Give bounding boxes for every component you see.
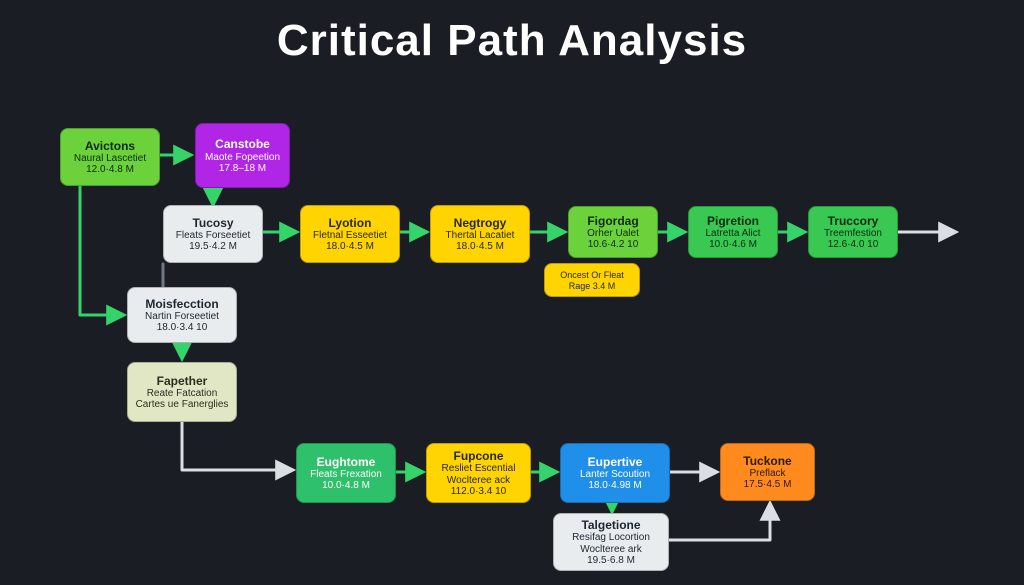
node-canstobe: CanstobeMaote Fopeetion17.8–18 M	[195, 123, 290, 188]
node-value: 17.5·4.5 M	[744, 479, 792, 490]
node-title: Avictons	[85, 140, 135, 153]
node-value: 112.0·3.4 10	[451, 486, 506, 497]
node-title: Canstobe	[215, 138, 270, 151]
node-avictons: AvictonsNaural Lascetiet12.0·4.8 M	[60, 128, 160, 186]
node-value: Rage 3.4 M	[569, 281, 616, 291]
node-title: Negtrogy	[454, 217, 507, 230]
node-title: Tuckone	[743, 455, 791, 468]
node-subtitle: Nartin Forseetiet	[145, 311, 219, 322]
node-title: Tucosy	[192, 217, 233, 230]
node-lyotion: LyotionFletnal Esseetiet18.0·4.5 M	[300, 205, 400, 263]
node-subtitle: Reate Fatcation	[147, 388, 218, 399]
node-value: Cartes ue Fanerglies	[136, 399, 229, 410]
node-oncest_note: Oncest Or FleatRage 3.4 M	[544, 263, 640, 297]
node-subtitle: Preflack	[749, 468, 785, 479]
node-title: Eupertive	[588, 456, 643, 469]
node-moisfecction: MoisfecctionNartin Forseetiet18.0·3.4 10	[127, 287, 237, 343]
node-subtitle: Resifag Locortion	[572, 532, 650, 543]
node-value: 12.6·4.0 10	[828, 239, 879, 250]
node-value: 18.0·3.4 10	[157, 322, 208, 333]
node-value: 18.0·4.5 M	[456, 241, 504, 252]
node-subtitle-2: Woclteree ark	[580, 544, 642, 555]
node-subtitle: Thertal Lacatiet	[446, 230, 515, 241]
node-truccory: TruccoryTreemfestion12.6·4.0 10	[808, 206, 898, 258]
node-title: Fapether	[157, 375, 208, 388]
node-subtitle: Oncest Or Fleat	[560, 270, 624, 280]
node-subtitle: Resliet Escential	[442, 463, 516, 474]
node-value: 10.0·4.6 M	[709, 239, 757, 250]
node-subtitle: Treemfestion	[824, 228, 882, 239]
node-value: 19.5·6.8 M	[587, 555, 635, 566]
node-tuckone: TuckonePreflack17.5·4.5 M	[720, 443, 815, 501]
node-eughtome: EughtomeFleats Frexation10.0·4.8 M	[296, 443, 396, 503]
node-subtitle: Latretta Alict	[705, 228, 760, 239]
node-title: Truccory	[828, 215, 879, 228]
node-value: 18.0·4.5 M	[326, 241, 374, 252]
node-subtitle: Fleats Forseetiet	[176, 230, 250, 241]
node-value: 10.6·4.2 10	[588, 239, 639, 250]
node-subtitle: Fleats Frexation	[310, 469, 382, 480]
node-subtitle-2: Woclteree ack	[447, 475, 510, 486]
node-title: Talgetione	[581, 519, 640, 532]
node-talgetione: TalgetioneResifag LocortionWoclteree ark…	[553, 513, 669, 571]
node-subtitle: Orher Ualet	[587, 228, 639, 239]
node-value: 18.0·4.98 M	[588, 480, 641, 491]
diagram-canvas: AvictonsNaural Lascetiet12.0·4.8 M Cansto…	[0, 0, 1024, 585]
node-subtitle: Lanter Scoution	[580, 469, 650, 480]
node-subtitle: Maote Fopeetion	[205, 152, 280, 163]
node-value: 19.5·4.2 M	[189, 241, 237, 252]
node-title: Lyotion	[329, 217, 372, 230]
node-value: 12.0·4.8 M	[86, 164, 134, 175]
node-value: 17.8–18 M	[219, 163, 266, 174]
node-title: Fupcone	[454, 450, 504, 463]
node-title: Eughtome	[317, 456, 376, 469]
node-negtrogy: NegtrogyThertal Lacatiet18.0·4.5 M	[430, 205, 530, 263]
node-title: Pigretion	[707, 215, 759, 228]
node-fupcone: FupconeResliet EscentialWoclteree ack112…	[426, 443, 531, 503]
node-figordag: FigordagOrher Ualet10.6·4.2 10	[568, 206, 658, 258]
node-pigretion: PigretionLatretta Alict10.0·4.6 M	[688, 206, 778, 258]
node-title: Figordag	[587, 215, 638, 228]
node-value: 10.0·4.8 M	[322, 480, 370, 491]
node-subtitle: Fletnal Esseetiet	[313, 230, 387, 241]
node-eupertive: EupertiveLanter Scoution18.0·4.98 M	[560, 443, 670, 503]
node-subtitle: Naural Lascetiet	[74, 153, 146, 164]
node-fapether: FapetherReate FatcationCartes ue Fanergl…	[127, 362, 237, 422]
node-tucosy: TucosyFleats Forseetiet19.5·4.2 M	[163, 205, 263, 263]
node-title: Moisfecction	[145, 298, 218, 311]
